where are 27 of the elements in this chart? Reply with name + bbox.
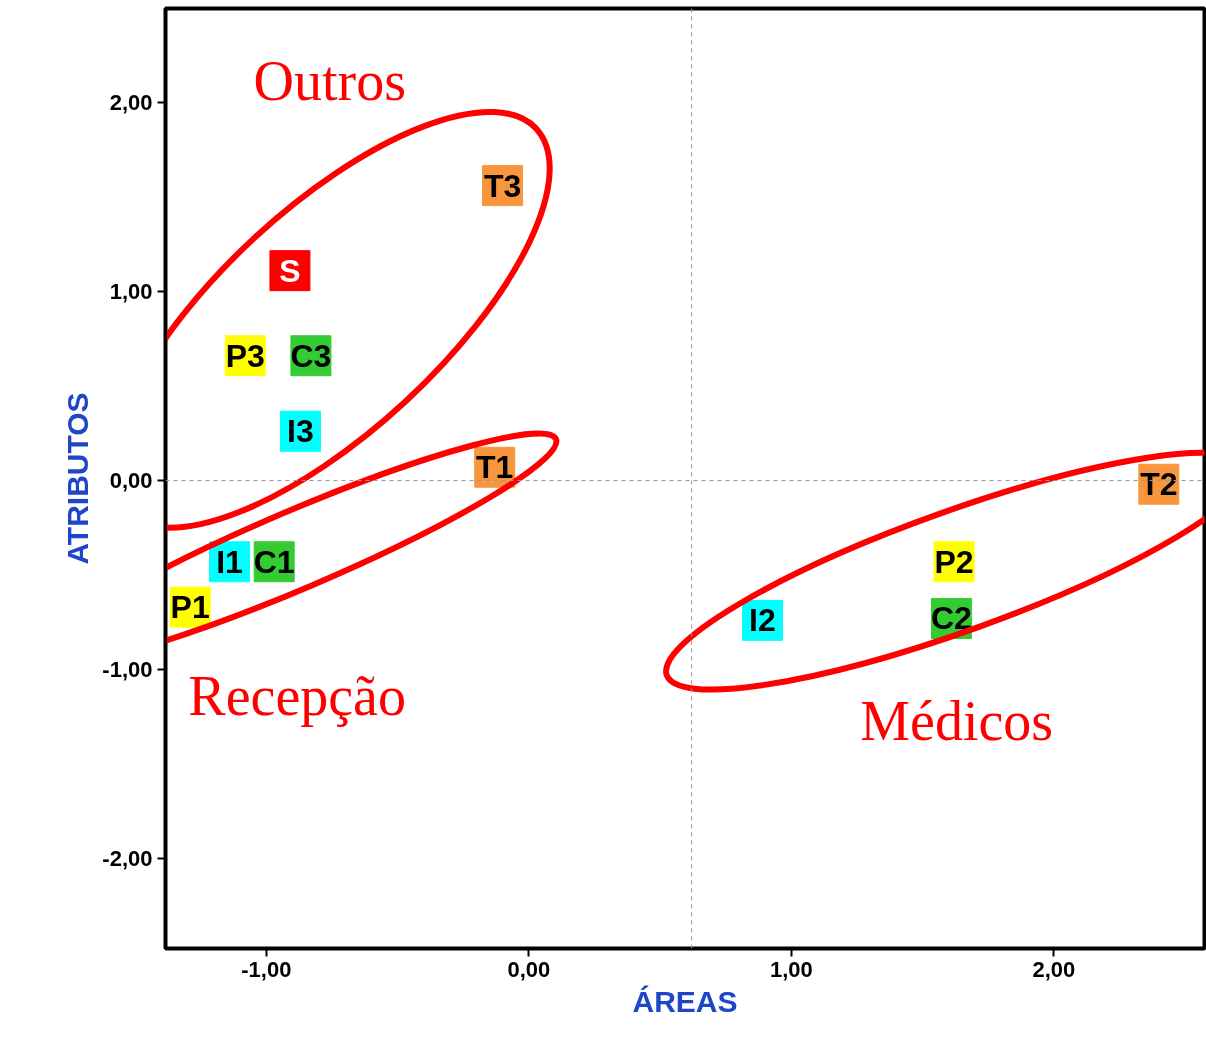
x-tick-label: 0,00 [507, 956, 551, 982]
y-tick-label: 1,00 [109, 278, 153, 304]
y-axis-title: ATRIBUTOS [61, 392, 95, 565]
data-label: I3 [287, 413, 314, 450]
data-label: T1 [476, 449, 514, 486]
y-tick-label: -1,00 [102, 657, 153, 683]
data-label: T2 [1140, 466, 1178, 503]
x-tick-label: -1,00 [241, 956, 292, 982]
y-tick-label: 2,00 [109, 89, 153, 115]
series-label: Médicos [860, 689, 1054, 752]
data-label: S [279, 252, 301, 289]
data-label: I2 [749, 602, 776, 639]
data-label: T3 [483, 167, 522, 204]
data-label: P3 [225, 337, 265, 374]
x-tick-label: 1,00 [769, 956, 813, 982]
series-label: Outros [253, 49, 407, 112]
data-label: C2 [930, 600, 972, 637]
y-tick-label: 0,00 [109, 467, 153, 493]
series-label: Recepção [188, 665, 406, 728]
data-label: P1 [170, 589, 210, 626]
data-label: C1 [253, 543, 295, 580]
data-label: C3 [290, 337, 332, 374]
data-label: I1 [216, 543, 243, 580]
y-tick-label: -2,00 [102, 846, 153, 872]
x-tick-label: 2,00 [1032, 956, 1076, 982]
data-label: P2 [934, 543, 974, 580]
x-axis-title: ÁREAS [632, 984, 738, 1018]
